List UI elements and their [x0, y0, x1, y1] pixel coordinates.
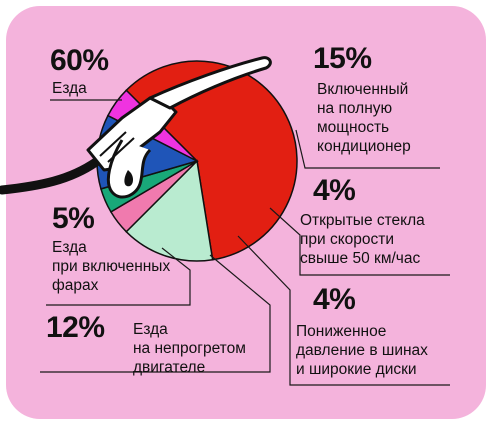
leader-line-5: [46, 247, 191, 306]
leader-line-1: [295, 129, 440, 169]
slice-3-label-line: Пониженное: [296, 323, 387, 340]
slice-4-label-line: на непрогретом: [133, 340, 246, 357]
slice-1-label: Включенный на полную мощность кондиционе…: [317, 80, 411, 156]
slice-0-percent: 60%: [50, 44, 109, 77]
slice-2-label-line: Открытые стекла: [300, 212, 425, 229]
slice-5-label: Езда при включенных фарах: [52, 238, 170, 295]
slice-5-label-line: Езда: [52, 239, 87, 256]
leader-lines: [40, 99, 450, 386]
slice-5-label-line: фарах: [52, 277, 99, 294]
slice-1-label-line: Включенный: [317, 81, 409, 98]
slice-2-percent: 4%: [313, 174, 356, 207]
pie-slice-1: [125, 159, 214, 262]
leader-line-2: [269, 207, 450, 276]
slice-4-percent: 12%: [46, 311, 105, 344]
leader-line-3: [237, 235, 450, 386]
slice-3-label-line: и широкие диски: [296, 361, 417, 378]
slice-4-label-line: Езда: [133, 321, 168, 338]
fuel-nozzle-icon: [0, 56, 272, 199]
slice-4-label: Езда на непрогретом двигателе: [133, 320, 246, 377]
slice-0-label: Езда: [52, 79, 87, 98]
slice-3-label: Пониженное давление в шинах и широкие ди…: [296, 322, 428, 379]
slice-1-percent: 15%: [313, 42, 372, 75]
slice-1-label-line: на полную: [317, 100, 393, 117]
slice-2-label-line: при скорости: [300, 231, 395, 248]
leader-line-4: [40, 254, 271, 373]
slice-0-label-line: Езда: [52, 80, 87, 97]
slice-1-label-line: кондиционер: [317, 138, 411, 155]
slice-1-label-line: мощность: [317, 119, 390, 136]
slice-3-percent: 4%: [313, 283, 356, 316]
slice-2-label-line: свыше 50 км/час: [300, 250, 421, 267]
slice-5-label-line: при включенных: [52, 258, 171, 275]
slice-4-label-line: двигателе: [133, 359, 206, 376]
slice-2-label: Открытые стекла при скорости свыше 50 км…: [300, 211, 425, 268]
slice-5-percent: 5%: [52, 202, 95, 235]
slice-3-label-line: давление в шинах: [296, 342, 428, 359]
